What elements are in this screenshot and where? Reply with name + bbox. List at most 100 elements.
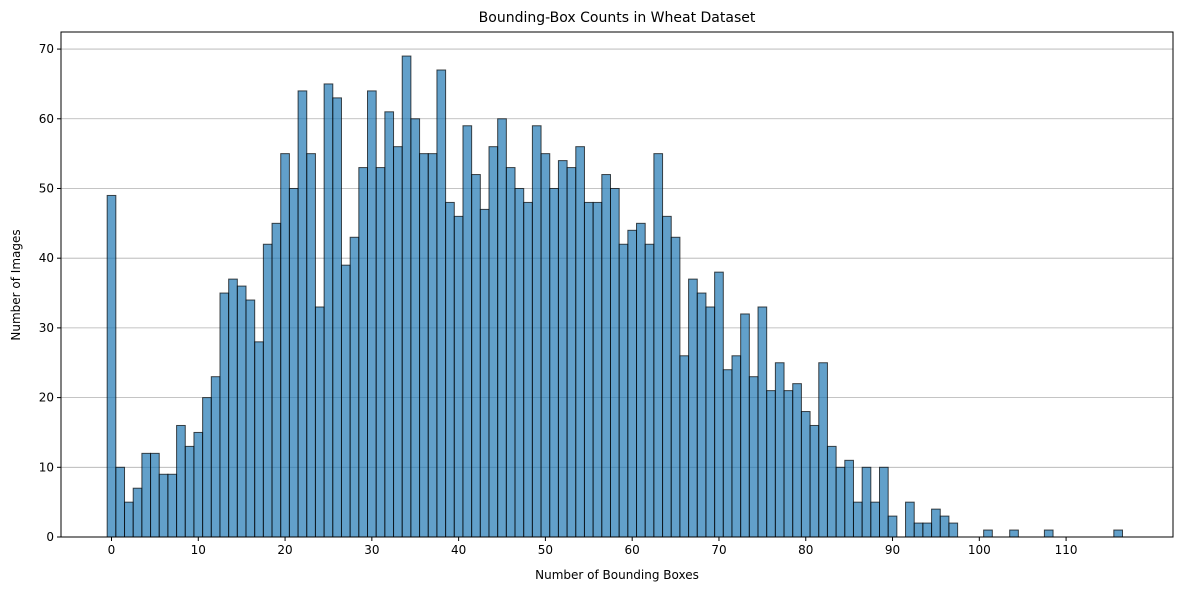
histogram-bars <box>106 55 1123 538</box>
histogram-bar <box>462 125 473 538</box>
histogram-bar <box>792 383 802 538</box>
histogram-bar <box>939 515 950 538</box>
histogram-bar <box>835 466 846 538</box>
histogram-bar <box>401 55 412 538</box>
histogram-bar <box>583 201 594 538</box>
histogram-bar <box>488 146 499 538</box>
histogram-bar <box>887 515 898 538</box>
histogram-bar <box>245 299 256 538</box>
x-tick-label: 0 <box>108 543 116 557</box>
x-tick-label: 90 <box>885 543 900 557</box>
x-tick-label: 110 <box>1055 543 1078 557</box>
histogram-bar <box>1009 529 1019 538</box>
histogram-bar <box>722 369 733 538</box>
histogram-bar <box>931 508 941 538</box>
histogram-bar <box>375 167 386 538</box>
histogram-bar <box>340 264 351 538</box>
histogram-bar <box>636 222 646 538</box>
histogram-bar <box>852 501 863 538</box>
histogram-bar <box>740 313 750 538</box>
histogram-bar <box>514 187 525 538</box>
histogram-bar <box>818 362 828 538</box>
histogram-bar <box>809 424 820 538</box>
histogram-bar <box>141 452 152 538</box>
histogram-bar <box>115 466 126 538</box>
x-axis-label: Number of Bounding Boxes <box>535 568 699 582</box>
histogram-bar <box>662 215 672 538</box>
y-axis-ticks: 0 10 20 30 40 50 60 70 <box>39 42 61 544</box>
histogram-bar <box>557 160 568 538</box>
histogram-bar <box>922 522 933 538</box>
histogram-bar <box>393 146 403 538</box>
histogram-bar <box>453 215 464 538</box>
y-axis-label: Number of Images <box>9 229 23 340</box>
histogram-bar <box>670 236 681 538</box>
histogram-bar <box>870 501 881 538</box>
histogram-bar <box>106 194 117 538</box>
histogram-bar <box>766 390 776 538</box>
histogram-bar <box>124 501 134 538</box>
histogram-bar <box>132 487 143 538</box>
histogram-bar <box>358 167 369 538</box>
histogram-bar <box>688 278 698 538</box>
histogram-bar <box>436 69 447 538</box>
histogram-bar <box>427 153 438 538</box>
histogram-bar <box>323 83 334 538</box>
x-tick-label: 30 <box>364 543 379 557</box>
histogram-bar <box>861 466 872 538</box>
histogram-bar <box>540 153 551 538</box>
histogram-bar <box>271 222 282 538</box>
x-tick-label: 20 <box>277 543 292 557</box>
histogram-bar <box>236 285 247 538</box>
histogram-bar <box>653 153 664 538</box>
histogram-bar <box>254 341 264 538</box>
histogram-bar <box>176 424 186 538</box>
y-tick-label: 50 <box>39 181 54 195</box>
y-tick-label: 60 <box>39 112 54 126</box>
x-axis-ticks: 0 10 20 30 40 50 60 70 80 90 100 110 <box>108 537 1078 557</box>
histogram-bar <box>618 243 629 538</box>
histogram-bar <box>306 153 316 538</box>
plot-frame <box>60 31 1174 538</box>
histogram-bar <box>288 187 299 538</box>
y-tick-label: 20 <box>39 391 54 405</box>
histogram-bar <box>757 306 768 538</box>
histogram-bar <box>497 118 507 538</box>
x-tick-label: 40 <box>451 543 466 557</box>
histogram-bar <box>627 229 638 538</box>
chart-title: Bounding-Box Counts in Wheat Dataset <box>479 10 756 26</box>
x-tick-label: 10 <box>191 543 206 557</box>
histogram-bar <box>262 243 273 538</box>
histogram-bar <box>505 167 516 538</box>
histogram-bar <box>609 187 620 538</box>
y-tick-label: 40 <box>39 251 54 265</box>
histogram-bar <box>566 167 577 538</box>
histogram-bar <box>479 208 490 538</box>
histogram-bar <box>714 271 724 538</box>
histogram-bar <box>193 431 204 538</box>
histogram-bar <box>384 111 395 538</box>
histogram-bar <box>696 292 707 538</box>
histogram-bar <box>471 174 481 538</box>
histogram-bar <box>523 201 533 538</box>
histogram-bar <box>601 174 611 538</box>
histogram-bar <box>228 278 238 538</box>
histogram-bar <box>783 390 794 538</box>
histogram-bar <box>314 306 325 538</box>
histogram-bar <box>531 125 542 538</box>
histogram-bar <box>1043 529 1054 538</box>
histogram-bar <box>948 522 959 538</box>
y-tick-label: 30 <box>39 321 54 335</box>
histogram-bar <box>280 153 290 538</box>
histogram-bar <box>748 376 759 538</box>
histogram-bar <box>705 306 716 538</box>
x-tick-label: 50 <box>538 543 553 557</box>
histogram-bar <box>419 153 429 538</box>
x-tick-label: 80 <box>798 543 813 557</box>
histogram-bar <box>150 452 160 538</box>
histogram-bar <box>367 90 377 538</box>
histogram-bar <box>184 445 195 538</box>
histogram-bar <box>731 355 742 538</box>
histogram-bar <box>158 473 169 538</box>
x-tick-label: 60 <box>625 543 640 557</box>
